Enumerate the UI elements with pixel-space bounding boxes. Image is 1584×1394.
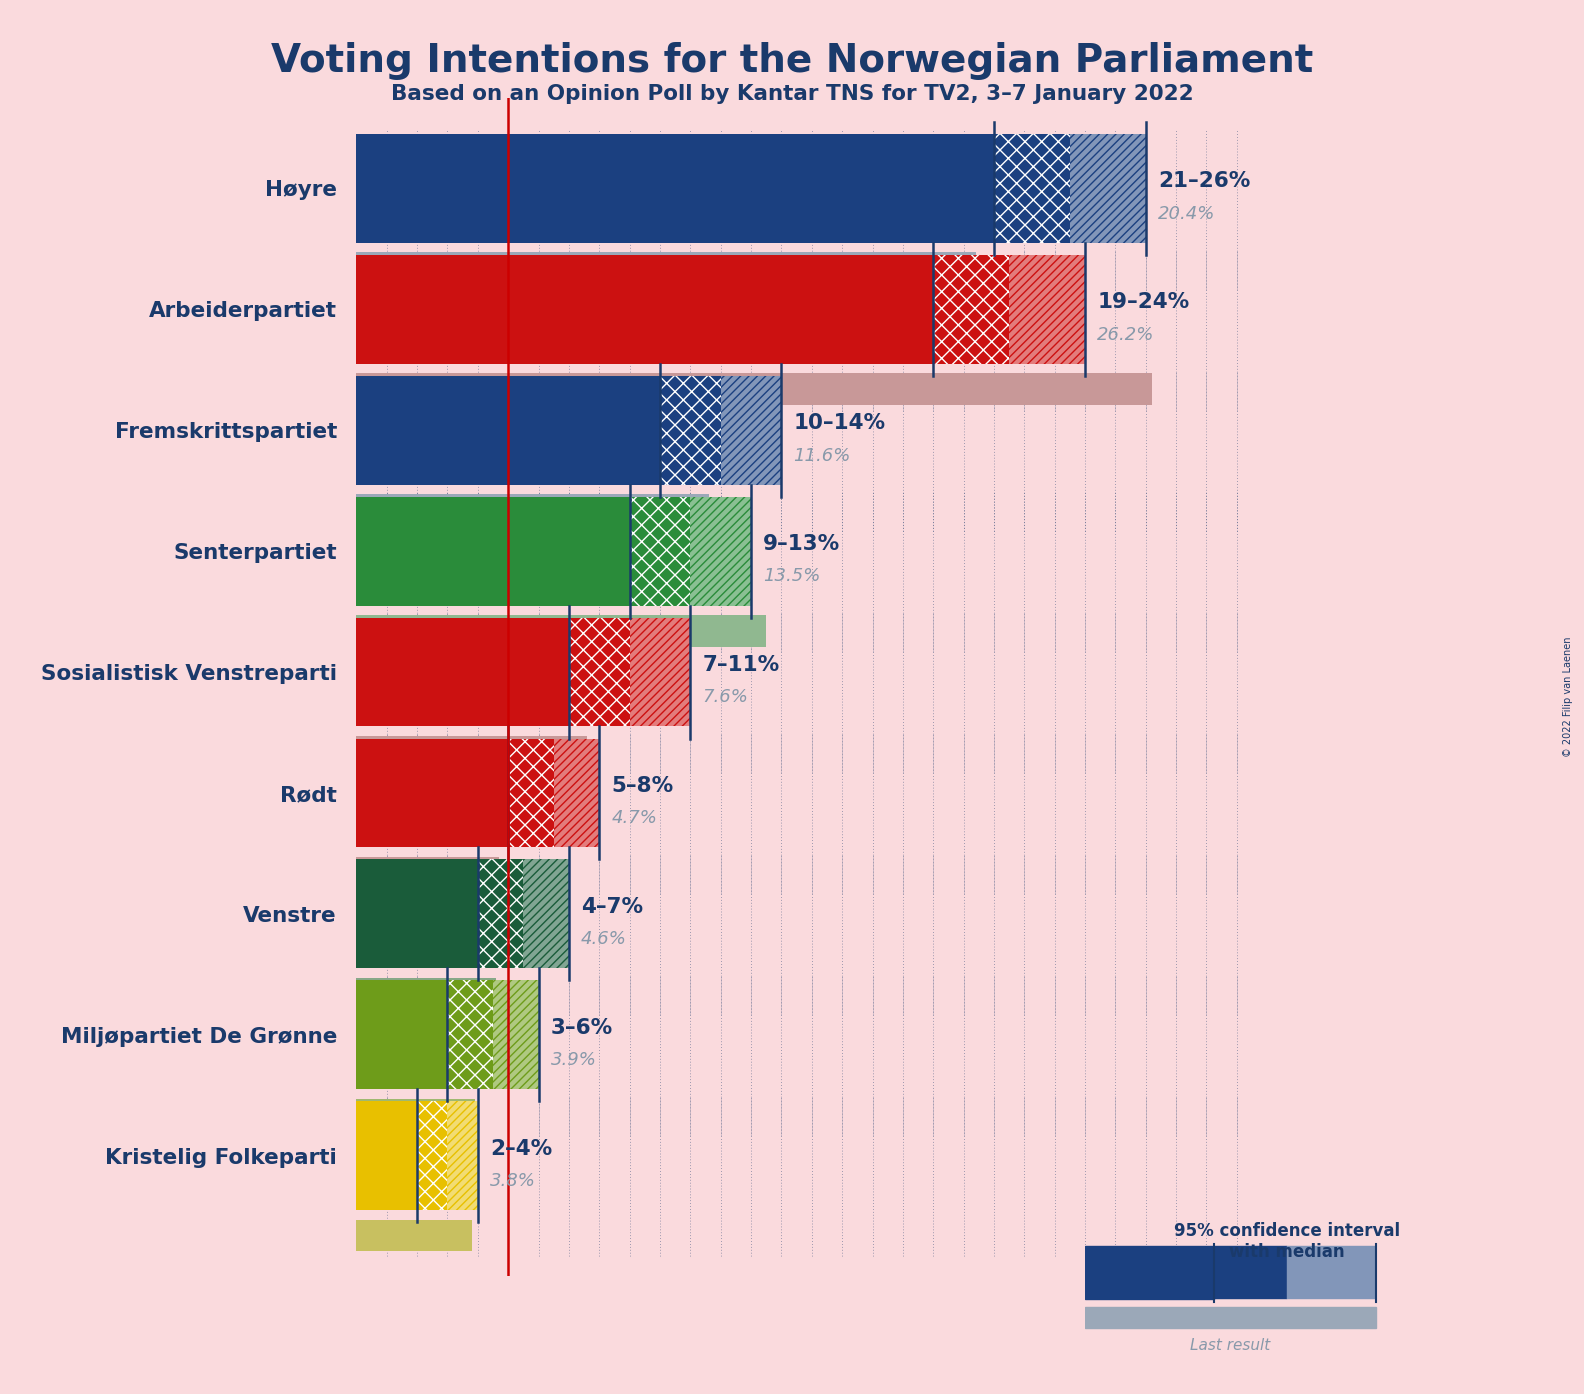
Text: 9–13%: 9–13% xyxy=(763,534,841,553)
Bar xyxy=(1069,134,1145,243)
Text: 3–6%: 3–6% xyxy=(551,1018,613,1037)
Bar xyxy=(1085,1308,1376,1328)
Bar xyxy=(356,1101,417,1210)
Bar xyxy=(1288,1246,1376,1299)
Bar xyxy=(356,495,708,526)
Text: 7–11%: 7–11% xyxy=(703,655,779,675)
Bar xyxy=(356,134,995,243)
Text: 11.6%: 11.6% xyxy=(794,446,851,464)
Bar xyxy=(1085,1246,1215,1299)
Bar xyxy=(356,857,499,888)
Bar xyxy=(448,980,493,1089)
Text: 7.6%: 7.6% xyxy=(703,689,748,707)
Bar xyxy=(356,860,478,969)
Text: 95% confidence interval
with median: 95% confidence interval with median xyxy=(1174,1223,1400,1262)
Text: 4.7%: 4.7% xyxy=(611,810,657,828)
Bar xyxy=(356,736,588,768)
Bar xyxy=(356,980,448,1089)
Bar xyxy=(417,1101,448,1210)
Text: 3.8%: 3.8% xyxy=(489,1172,535,1190)
Text: 4–7%: 4–7% xyxy=(581,896,643,917)
Text: 4.6%: 4.6% xyxy=(581,930,627,948)
Text: 20.4%: 20.4% xyxy=(1158,205,1215,223)
Bar xyxy=(356,618,569,726)
Text: © 2022 Filip van Laenen: © 2022 Filip van Laenen xyxy=(1563,637,1573,757)
Bar xyxy=(356,615,767,647)
Bar xyxy=(493,980,539,1089)
Bar xyxy=(508,739,554,848)
Bar xyxy=(691,496,751,605)
Bar xyxy=(661,376,721,485)
Text: 19–24%: 19–24% xyxy=(1098,291,1190,312)
Text: 5–8%: 5–8% xyxy=(611,775,673,796)
Bar xyxy=(569,618,630,726)
Bar xyxy=(721,376,781,485)
Bar xyxy=(933,255,1009,364)
Bar xyxy=(448,1101,478,1210)
Text: Voting Intentions for the Norwegian Parliament: Voting Intentions for the Norwegian Parl… xyxy=(271,42,1313,79)
Bar xyxy=(630,618,691,726)
Bar xyxy=(356,739,508,848)
Bar xyxy=(356,979,496,1009)
Text: 13.5%: 13.5% xyxy=(763,567,821,585)
Bar xyxy=(554,739,599,848)
Text: 3.9%: 3.9% xyxy=(551,1051,597,1069)
Bar xyxy=(1215,1246,1288,1299)
Text: 21–26%: 21–26% xyxy=(1158,171,1250,191)
Bar xyxy=(356,496,630,605)
Bar xyxy=(356,255,933,364)
Text: Based on an Opinion Poll by Kantar TNS for TV2, 3–7 January 2022: Based on an Opinion Poll by Kantar TNS f… xyxy=(391,84,1193,103)
Bar xyxy=(630,496,691,605)
Text: 10–14%: 10–14% xyxy=(794,413,885,434)
Bar xyxy=(356,1098,475,1131)
Bar xyxy=(356,252,976,284)
Bar xyxy=(1009,255,1085,364)
Bar xyxy=(995,134,1069,243)
Bar xyxy=(478,860,523,969)
Bar xyxy=(356,374,1152,404)
Text: 26.2%: 26.2% xyxy=(1098,326,1155,343)
Bar xyxy=(356,376,661,485)
Bar xyxy=(523,860,569,969)
Text: Last result: Last result xyxy=(1190,1338,1270,1352)
Bar xyxy=(356,1220,472,1252)
Text: 2–4%: 2–4% xyxy=(489,1139,553,1158)
